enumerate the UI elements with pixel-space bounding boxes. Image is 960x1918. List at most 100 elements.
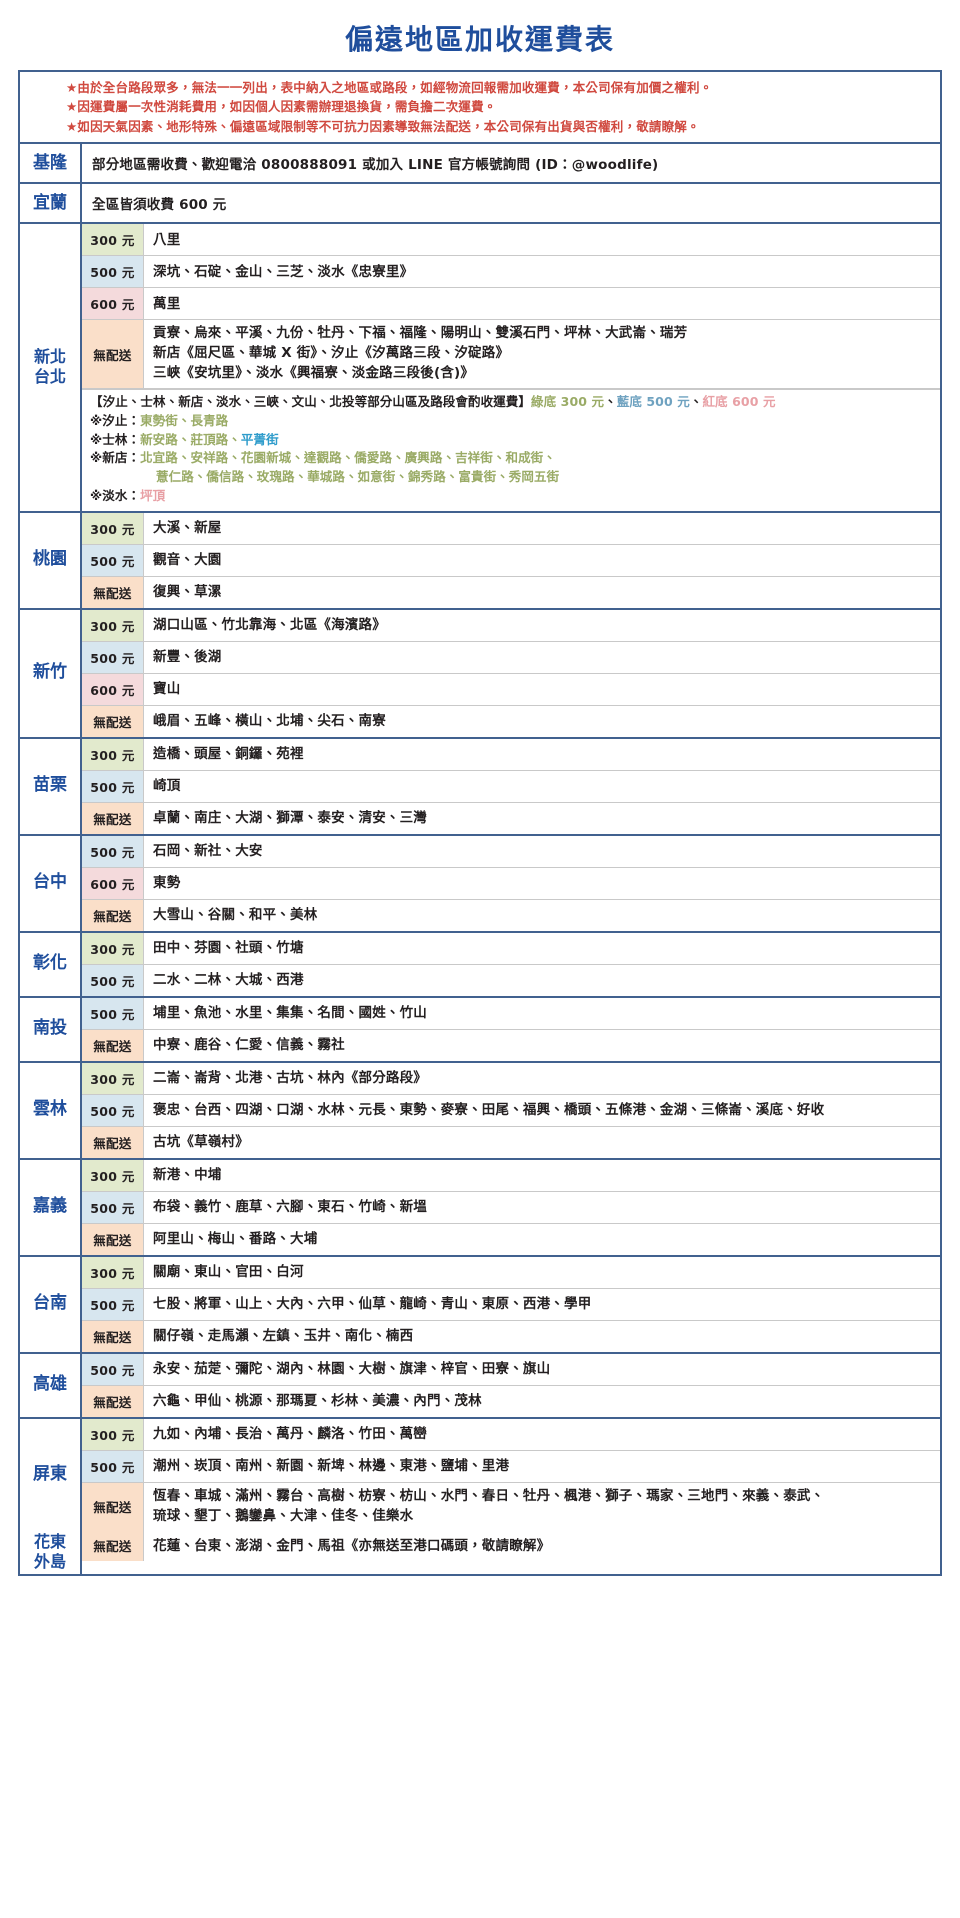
places-list: 二水、二林、大城、西港	[153, 971, 304, 988]
row-new-taipei-taipei: 新北 台北 300 元 八里 500 元 深坑、石碇、金山、三芝、淡水《忠寮里》…	[20, 224, 940, 513]
price-tag: 600 元	[82, 673, 144, 705]
fee-row: 500 元埔里、魚池、水里、集集、名間、國姓、竹山	[82, 997, 940, 1030]
row-region: 台中 500 元石岡、新社、大安 600 元東勢 無配送 大雪山、谷關、和平、美林	[20, 835, 940, 933]
fee-row: 無配送 阿里山、梅山、番路、大埔	[82, 1223, 940, 1255]
fee-row: 500 元新豐、後湖	[82, 641, 940, 674]
special-note-green-roads: 東勢街、長青路	[140, 412, 229, 428]
price-tag: 300 元	[82, 932, 144, 964]
special-note-red-roads: 坪頂	[140, 487, 166, 503]
fee-row: 600 元寶山	[82, 673, 940, 706]
regions-container: 桃園 300 元大溪、新屋 500 元觀音、大園 無配送 復興、草漯 新竹 300 元湖口山…	[20, 512, 940, 1531]
places-line: 貢寮、烏來、平溪、九份、牡丹、下福、福隆、陽明山、雙溪石門、坪林、大武崙、瑞芳	[153, 325, 688, 342]
places-list: 造橋、頭屋、銅鑼、苑裡	[153, 745, 304, 762]
region-label: 雲林	[20, 1062, 82, 1158]
places-list: 復興、草漯	[153, 583, 222, 600]
price-tag: 600 元	[82, 288, 144, 320]
subtable-region: 300 元九如、內埔、長治、萬丹、麟洛、竹田、萬巒 500 元潮州、崁頂、南州、新…	[82, 1418, 940, 1531]
special-note-teal-roads: 平菁街	[240, 431, 279, 447]
places-list: 關廟、東山、官田、白河	[153, 1263, 304, 1280]
subtable-region: 300 元田中、芬園、社頭、竹塘 500 元二水、二林、大城、西港	[82, 932, 940, 996]
subtable-region: 500 元埔里、魚池、水里、集集、名間、國姓、竹山 無配送 中寮、鹿谷、仁愛、信義、…	[82, 997, 940, 1061]
fee-row: 500 元觀音、大園	[82, 544, 940, 577]
price-tag: 300 元	[82, 224, 144, 256]
fee-row: 無配送 峨眉、五峰、橫山、北埔、尖石、南寮	[82, 705, 940, 737]
region-label: 彰化	[20, 932, 82, 996]
special-note-green-roads: 薏仁路、僑信路、玫瑰路、華城路、如意街、錦秀路、富貴街、秀岡五街	[156, 469, 560, 485]
fee-row: 500 元永安、茄萣、彌陀、湖內、林園、大樹、旗津、梓官、田寮、旗山	[82, 1353, 940, 1386]
legend-green: 綠底 300 元	[531, 394, 605, 410]
places-list: 中寮、鹿谷、仁愛、信義、霧社	[153, 1036, 345, 1053]
fee-row: 300 元九如、內埔、長治、萬丹、麟洛、竹田、萬巒	[82, 1418, 940, 1451]
price-tag: 500 元	[82, 997, 144, 1029]
row-region: 嘉義 300 元新港、中埔 500 元布袋、義竹、鹿草、六腳、東石、竹崎、新塭 無配送…	[20, 1159, 940, 1257]
places-list: 萬里	[153, 295, 181, 312]
fee-row: 500 元石岡、新社、大安	[82, 835, 940, 868]
notes-block: ★由於全台路段眾多，無法一一列出，表中納入之地區或路段，如經物流回報需加收運費，…	[20, 72, 940, 145]
places-list: 石岡、新社、大安	[153, 842, 263, 859]
places-line: 新店《屈尺區、華城 X 街》、汐止《汐萬路三段、汐碇路》	[153, 345, 510, 362]
special-note-line-tamsui: ※淡水：坪頂	[90, 487, 932, 506]
price-tag: 500 元	[82, 1288, 144, 1320]
places-list: 花蓮、台東、澎湖、金門、馬祖《亦無送至港口碼頭，敬請瞭解》	[153, 1537, 551, 1554]
price-tag: 無配送	[82, 802, 144, 834]
fee-row: 300 元大溪、新屋	[82, 512, 940, 545]
price-tag: 500 元	[82, 964, 144, 996]
places-list: 七股、將軍、山上、大內、六甲、仙草、龍崎、青山、東原、西港、學甲	[153, 1295, 592, 1312]
places-list: 永安、茄萣、彌陀、湖內、林園、大樹、旗津、梓官、田寮、旗山	[153, 1360, 551, 1377]
price-tag: 無配送	[82, 1482, 144, 1531]
places-list: 觀音、大園	[153, 551, 222, 568]
price-tag: 500 元	[82, 1094, 144, 1126]
fee-row: 無配送 六龜、甲仙、桃源、那瑪夏、杉林、美濃、內門、茂林	[82, 1385, 940, 1417]
fee-row: 無配送 花蓮、台東、澎湖、金門、馬祖《亦無送至港口碼頭，敬請瞭解》	[82, 1530, 940, 1562]
keelung-note: 部分地區需收費、歡迎電洽 0800888091 或加入 LINE 官方帳號詢問 …	[92, 157, 659, 174]
row-region: 屏東 300 元九如、內埔、長治、萬丹、麟洛、竹田、萬巒 500 元潮州、崁頂、南州…	[20, 1418, 940, 1531]
subtable-islands: 無配送 花蓮、台東、澎湖、金門、馬祖《亦無送至港口碼頭，敬請瞭解》	[82, 1530, 940, 1574]
fee-row: 300 元田中、芬園、社頭、竹塘	[82, 932, 940, 965]
fee-row: 500 元褒忠、台西、四湖、口湖、水林、元長、東勢、麥寮、田尾、福興、橋頭、五條…	[82, 1094, 940, 1127]
row-yilan: 宜蘭 全區皆須收費 600 元	[20, 184, 940, 225]
places-list: 新豐、後湖	[153, 648, 222, 665]
subtable-region: 300 元湖口山區、竹北靠海、北區《海濱路》 500 元新豐、後湖 600 元寶山無…	[82, 609, 940, 737]
special-note-line-xizhi: ※汐止：東勢街、長青路	[90, 412, 932, 431]
special-note-label: ※士林：	[90, 431, 141, 447]
places-list: 深坑、石碇、金山、三芝、淡水《忠寮里》	[153, 263, 414, 280]
region-label: 高雄	[20, 1353, 82, 1417]
fee-row: 500 元二水、二林、大城、西港	[82, 964, 940, 996]
places-list: 新港、中埔	[153, 1166, 222, 1183]
region-label-new-taipei: 新北	[33, 347, 66, 367]
fee-row: 500 元 深坑、石碇、金山、三芝、淡水《忠寮里》	[82, 256, 940, 289]
price-tag: 無配送	[82, 1029, 144, 1061]
price-tag: 500 元	[82, 1353, 144, 1385]
fee-row: 300 元新港、中埔	[82, 1159, 940, 1192]
region-label-outlying-islands: 外島	[33, 1552, 66, 1572]
subtable-region: 500 元永安、茄萣、彌陀、湖內、林園、大樹、旗津、梓官、田寮、旗山 無配送 六龜、…	[82, 1353, 940, 1417]
region-label: 南投	[20, 997, 82, 1061]
price-tag: 無配送	[82, 705, 144, 737]
price-tag: 無配送	[82, 1385, 144, 1417]
region-label: 台中	[20, 835, 82, 931]
price-tag: 300 元	[82, 1062, 144, 1094]
legend-blue: 藍底 500 元	[616, 394, 690, 410]
fee-row: 無配送 古坑《草嶺村》	[82, 1126, 940, 1158]
price-tag: 無配送	[82, 1126, 144, 1158]
fee-row: 500 元潮州、崁頂、南州、新園、新埤、林邊、東港、鹽埔、里港	[82, 1450, 940, 1483]
price-tag: 500 元	[82, 1191, 144, 1223]
special-note-headline: 【汐止、士林、新店、淡水、三峽、文山、北投等部分山區及路段會酌收運費】綠底 30…	[90, 393, 932, 412]
region-label-taipei: 台北	[33, 367, 66, 387]
fee-row: 500 元七股、將軍、山上、大內、六甲、仙草、龍崎、青山、東原、西港、學甲	[82, 1288, 940, 1321]
region-label-new-taipei-taipei: 新北 台北	[20, 224, 82, 511]
places-list: 關仔嶺、走馬瀨、左鎮、玉井、南化、楠西	[153, 1327, 414, 1344]
places-list: 田中、芬園、社頭、竹塘	[153, 939, 304, 956]
price-tag: 500 元	[82, 770, 144, 802]
special-note-line-xindian: ※新店：北宜路、安祥路、花園新城、達觀路、僑愛路、廣興路、吉祥街、和成街、	[90, 449, 932, 468]
page-title: 偏遠地區加收運費表	[344, 23, 615, 56]
price-tag: 500 元	[82, 1450, 144, 1482]
fee-row: 600 元 萬里	[82, 288, 940, 321]
places-list: 九如、內埔、長治、萬丹、麟洛、竹田、萬巒	[153, 1425, 427, 1442]
places-list: 卓蘭、南庄、大湖、獅潭、泰安、清安、三灣	[153, 809, 427, 826]
special-note-label: ※汐止：	[90, 412, 141, 428]
special-note-label: ※新店：	[90, 450, 141, 466]
price-tag: 300 元	[82, 1256, 144, 1288]
places-list: 大雪山、谷關、和平、美林	[153, 906, 318, 923]
row-region: 桃園 300 元大溪、新屋 500 元觀音、大園 無配送 復興、草漯	[20, 512, 940, 610]
